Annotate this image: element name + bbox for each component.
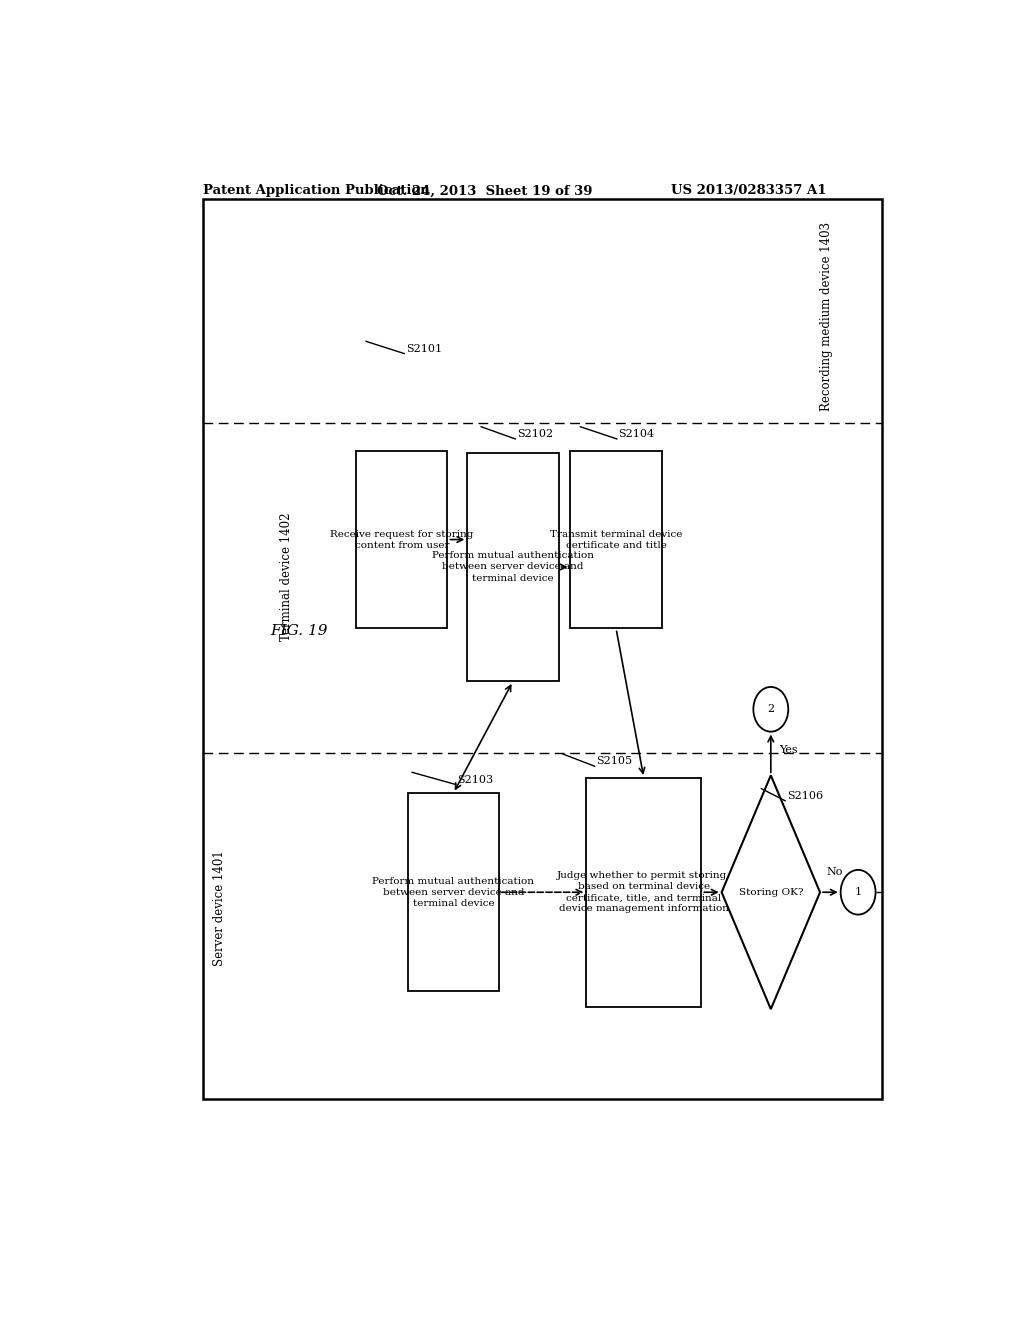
- Text: Oct. 24, 2013  Sheet 19 of 39: Oct. 24, 2013 Sheet 19 of 39: [378, 185, 593, 198]
- Text: Yes: Yes: [779, 744, 798, 755]
- Text: Patent Application Publication: Patent Application Publication: [204, 185, 430, 198]
- Text: Judge whether to permit storing,
based on terminal device
certificate, title, an: Judge whether to permit storing, based o…: [557, 871, 730, 913]
- Text: S2103: S2103: [458, 775, 494, 784]
- Text: Perform mutual authentication
between server device and
terminal device: Perform mutual authentication between se…: [432, 552, 594, 582]
- Bar: [204, 199, 882, 1098]
- Text: Server device 1401: Server device 1401: [213, 850, 225, 966]
- Circle shape: [841, 870, 876, 915]
- Text: S2104: S2104: [618, 429, 654, 440]
- Bar: [587, 777, 701, 1007]
- Bar: [570, 450, 662, 628]
- Circle shape: [754, 686, 788, 731]
- Text: S2102: S2102: [517, 429, 553, 440]
- Text: S2106: S2106: [786, 791, 823, 801]
- Polygon shape: [722, 775, 820, 1008]
- Text: US 2013/0283357 A1: US 2013/0283357 A1: [671, 185, 826, 198]
- Text: Transmit terminal device
certificate and title: Transmit terminal device certificate and…: [550, 529, 682, 549]
- Text: S2105: S2105: [596, 756, 633, 766]
- Text: Receive request for storing
content from user: Receive request for storing content from…: [330, 529, 473, 549]
- Text: No: No: [826, 867, 843, 876]
- Bar: [356, 450, 447, 628]
- Bar: [467, 453, 558, 681]
- Text: Perform mutual authentication
between server device and
terminal device: Perform mutual authentication between se…: [373, 876, 535, 908]
- Text: Terminal device 1402: Terminal device 1402: [281, 513, 293, 642]
- Text: Recording medium device 1403: Recording medium device 1403: [820, 222, 833, 411]
- Bar: [408, 793, 499, 991]
- Text: 1: 1: [855, 887, 861, 898]
- Text: Storing OK?: Storing OK?: [738, 888, 803, 896]
- Text: S2101: S2101: [406, 343, 442, 354]
- Text: 2: 2: [767, 705, 774, 714]
- Text: FIG. 19: FIG. 19: [270, 624, 328, 638]
